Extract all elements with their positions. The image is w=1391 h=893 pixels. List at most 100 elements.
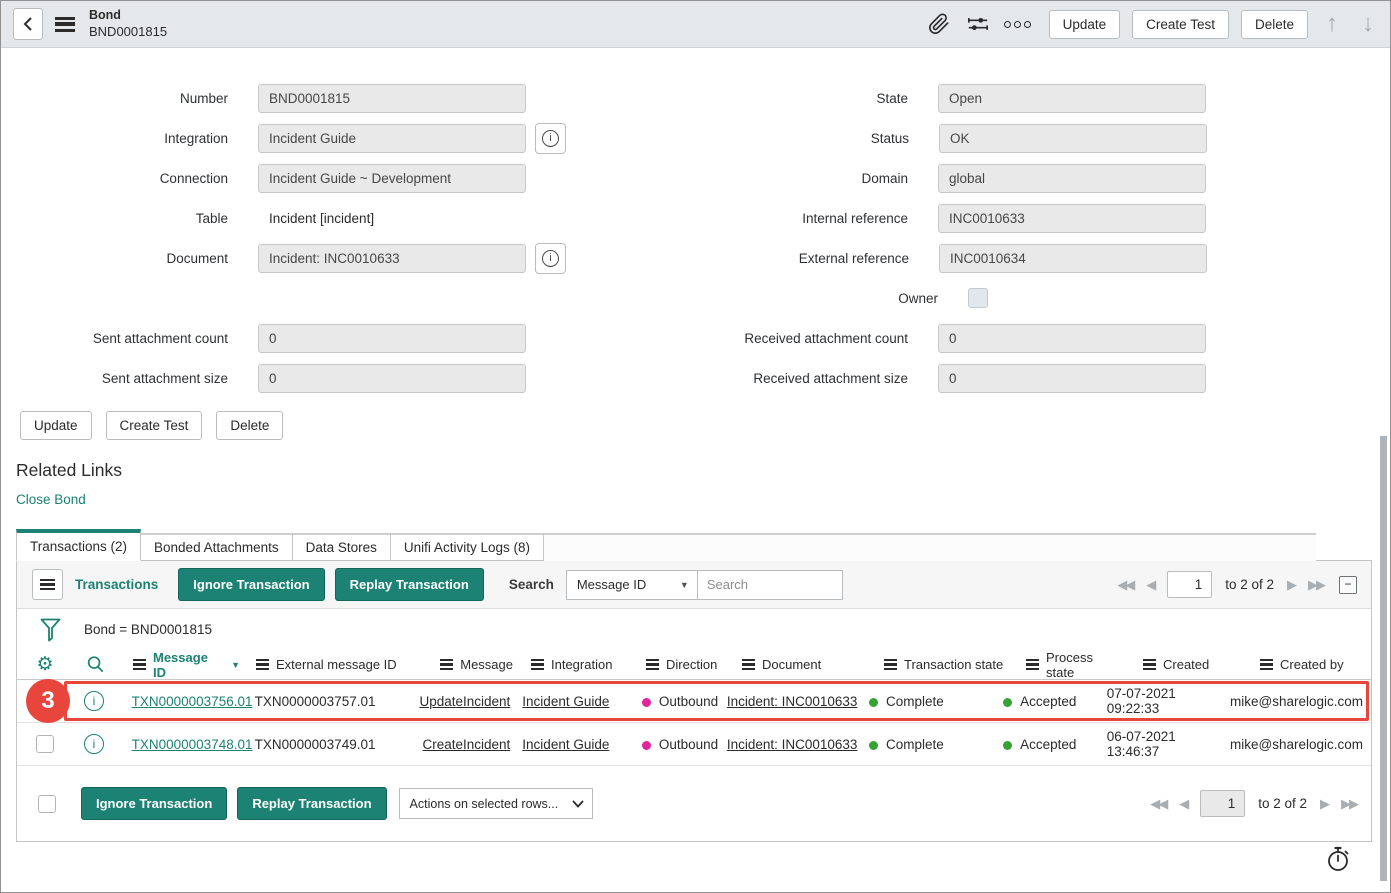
transaction-row[interactable]: 3 i TXN0000003756.01 TXN0000003757.01 Up… [17, 679, 1371, 723]
next-page-icon[interactable]: ▶ [1320, 795, 1330, 811]
message-id-link[interactable]: TXN0000003756.01 [131, 693, 253, 709]
tab-transactions[interactable]: Transactions (2) [16, 529, 142, 561]
document-link[interactable]: Incident: INC0010633 [726, 693, 858, 709]
column-menu-icon[interactable] [742, 659, 755, 670]
column-header-message-id[interactable]: Message ID ▼ [117, 650, 240, 680]
external-reference-field[interactable] [939, 243, 1207, 273]
message-link[interactable]: CreateIncident [422, 736, 511, 752]
response-time-button[interactable] [1326, 846, 1350, 877]
previous-page-icon[interactable]: ◀ [1179, 795, 1189, 811]
column-header-message[interactable]: Message [404, 657, 515, 672]
column-menu-icon[interactable] [884, 659, 897, 670]
attachments-button[interactable] [926, 11, 952, 37]
next-record-arrow-icon[interactable]: ↓ [1356, 12, 1380, 36]
row-checkbox[interactable] [35, 735, 54, 753]
replay-transaction-button-bottom[interactable]: Replay Transaction [237, 787, 387, 820]
sent-attachment-size-field[interactable] [258, 363, 526, 393]
search-input[interactable] [697, 569, 843, 600]
collapse-list-icon[interactable]: − [1339, 575, 1357, 594]
message-id-link[interactable]: TXN0000003748.01 [131, 736, 253, 752]
column-menu-icon[interactable] [1026, 659, 1039, 670]
integration-field[interactable] [258, 123, 526, 153]
column-header-process-state[interactable]: Process state [1010, 650, 1119, 680]
delete-button[interactable]: Delete [1240, 9, 1308, 39]
integration-link[interactable]: Incident Guide [522, 736, 610, 752]
column-menu-icon[interactable] [133, 659, 146, 670]
number-field[interactable] [258, 83, 526, 113]
actions-on-selected-rows-select[interactable]: Actions on selected rows... [398, 788, 593, 819]
create-test-button-bottom[interactable]: Create Test [105, 411, 203, 440]
search-icon[interactable] [86, 655, 105, 674]
column-menu-icon[interactable] [646, 659, 659, 670]
list-context-menu-button[interactable] [32, 569, 63, 600]
column-menu-icon[interactable] [531, 659, 544, 670]
replay-transaction-button[interactable]: Replay Transaction [334, 568, 484, 601]
column-header-direction[interactable]: Direction [630, 657, 726, 672]
internal-reference-field[interactable] [938, 203, 1206, 233]
gear-icon[interactable]: ⚙ [36, 654, 54, 675]
sent-attachment-count-field[interactable] [258, 323, 526, 353]
next-page-icon[interactable]: ▶ [1287, 576, 1297, 592]
tab-bonded-attachments[interactable]: Bonded Attachments [141, 533, 293, 561]
update-button-bottom[interactable]: Update [20, 411, 92, 440]
ignore-transaction-button[interactable]: Ignore Transaction [178, 568, 325, 601]
first-page-icon[interactable]: ◀◀ [1150, 795, 1168, 811]
page-number-input[interactable] [1167, 571, 1213, 598]
preview-record-icon[interactable]: i [83, 691, 104, 711]
page-number-input[interactable] [1200, 790, 1246, 817]
list-footer: Ignore Transaction Replay Transaction Ac… [17, 766, 1371, 841]
integration-preview-button[interactable]: i [535, 122, 566, 154]
close-bond-link[interactable]: Close Bond [16, 492, 86, 507]
column-header-created[interactable]: Created [1119, 657, 1244, 672]
create-test-button[interactable]: Create Test [1132, 9, 1229, 39]
filter-condition[interactable]: Bond = BND0001815 [84, 622, 212, 637]
select-all-checkbox[interactable] [38, 794, 56, 813]
column-header-integration[interactable]: Integration [515, 657, 630, 672]
domain-field[interactable] [938, 163, 1206, 193]
received-attachment-count-field[interactable] [938, 323, 1206, 353]
document-link[interactable]: Incident: INC0010633 [726, 736, 858, 752]
last-page-icon[interactable]: ▶▶ [1341, 795, 1359, 811]
owner-checkbox[interactable] [968, 288, 988, 308]
preview-record-icon[interactable]: i [83, 734, 104, 754]
received-attachment-count-label: Received attachment count [744, 330, 908, 346]
more-options-icon[interactable] [1003, 20, 1031, 28]
vertical-scrollbar[interactable] [1380, 436, 1387, 881]
first-page-icon[interactable]: ◀◀ [1117, 576, 1135, 592]
back-button[interactable] [13, 8, 43, 40]
tab-data-stores[interactable]: Data Stores [292, 533, 391, 561]
last-page-icon[interactable]: ▶▶ [1308, 576, 1326, 592]
column-header-transaction-state[interactable]: Transaction state [868, 657, 1010, 672]
status-field[interactable] [939, 123, 1207, 153]
delete-button-bottom[interactable]: Delete [216, 411, 284, 440]
search-field-select[interactable]: Message ID ▼ [565, 569, 698, 600]
column-menu-icon[interactable] [440, 659, 454, 670]
received-attachment-size-field[interactable] [938, 363, 1206, 393]
connection-field[interactable] [258, 163, 526, 193]
tab-unifi-activity-logs[interactable]: Unifi Activity Logs (8) [390, 533, 544, 561]
transaction-state-cell: Complete [885, 693, 944, 709]
list-title: Transactions [75, 577, 159, 592]
column-header-created-by[interactable]: Created by [1244, 657, 1371, 672]
column-menu-icon[interactable] [256, 659, 269, 670]
document-field[interactable] [258, 243, 526, 273]
direction-indicator-dot [641, 697, 651, 707]
personalize-form-button[interactable] [964, 11, 992, 37]
update-button[interactable]: Update [1048, 9, 1121, 39]
integration-link[interactable]: Incident Guide [522, 693, 610, 709]
column-header-external-message-id[interactable]: External message ID [240, 657, 404, 672]
created-by-cell: mike@sharelogic.com [1230, 693, 1363, 709]
column-menu-icon[interactable] [1260, 659, 1273, 670]
previous-record-arrow-icon[interactable]: ↑ [1320, 12, 1344, 36]
previous-page-icon[interactable]: ◀ [1146, 576, 1156, 592]
funnel-icon[interactable] [40, 618, 61, 642]
context-menu-icon[interactable] [55, 16, 75, 32]
column-header-document[interactable]: Document [726, 657, 868, 672]
column-menu-icon[interactable] [1143, 659, 1156, 670]
message-link[interactable]: UpdateIncident [419, 693, 511, 709]
document-preview-button[interactable]: i [535, 242, 566, 274]
transaction-row[interactable]: i TXN0000003748.01 TXN0000003749.01 Crea… [17, 723, 1371, 766]
state-field[interactable] [938, 83, 1206, 113]
ignore-transaction-button-bottom[interactable]: Ignore Transaction [81, 787, 228, 820]
